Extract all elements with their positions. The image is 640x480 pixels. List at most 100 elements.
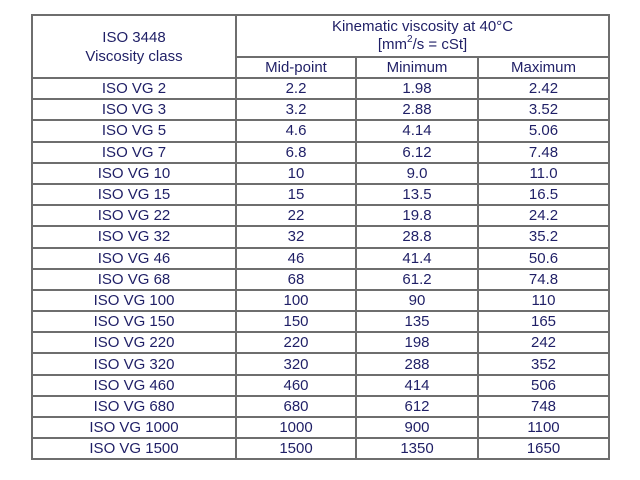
table-row: ISO VG 150 150 135 165	[31, 310, 611, 334]
table-row: ISO VG 15 15 13.5 16.5	[31, 182, 611, 207]
grade-cell: ISO VG 32	[31, 225, 237, 249]
grade-cell: ISO VG 1500	[31, 437, 237, 461]
table-row: ISO VG 2 2.2 1.98 2.42	[31, 76, 611, 101]
grade-cell: ISO VG 22	[31, 204, 237, 228]
minimum-cell: 41.4	[355, 246, 479, 270]
maximum-cell: 35.2	[476, 225, 611, 249]
grade-cell: ISO VG 460	[31, 373, 237, 397]
header-row-sub: Mid-point Minimum Maximum	[32, 56, 611, 79]
table-row: ISO VG 220 220 198 242	[31, 331, 611, 355]
midpoint-cell: 15	[235, 182, 357, 207]
maximum-cell: 506	[476, 373, 611, 397]
table-row: ISO VG 32 32 28.8 35.2	[31, 225, 611, 249]
minimum-cell: 198	[355, 331, 479, 355]
minimum-cell: 4.14	[355, 119, 479, 143]
maximum-cell: 7.48	[476, 140, 611, 164]
maximum-cell: 110	[476, 288, 611, 313]
grade-cell: ISO VG 46	[31, 246, 237, 270]
maximum-cell: 242	[476, 331, 611, 355]
midpoint-cell: 22	[235, 204, 357, 228]
maximum-cell: 11.0	[476, 161, 611, 185]
maximum-cell: 352	[476, 352, 611, 376]
maximum-cell: 74.8	[476, 267, 611, 291]
grade-cell: ISO VG 7	[31, 140, 237, 164]
midpoint-cell: 46	[235, 246, 357, 270]
minimum-cell: 288	[355, 352, 479, 376]
grade-cell: ISO VG 100	[31, 288, 237, 313]
kinematic-viscosity-header: Kinematic viscosity at 40°C [mm2/s = cSt…	[234, 14, 611, 58]
minimum-cell: 61.2	[355, 267, 479, 291]
table-row: ISO VG 100 100 90 110	[31, 288, 611, 313]
grade-cell: ISO VG 5	[31, 119, 237, 143]
unit-prefix: [mm	[377, 36, 407, 53]
maximum-cell: 1100	[476, 415, 611, 440]
grade-cell: ISO VG 15	[31, 182, 237, 207]
table-row: ISO VG 10 10 9.0 11.0	[31, 161, 611, 185]
midpoint-cell: 100	[235, 288, 357, 313]
midpoint-cell: 10	[235, 161, 357, 185]
table-row: ISO VG 5 4.6 4.14 5.06	[31, 119, 611, 143]
minimum-header: Minimum	[355, 56, 479, 79]
table-row: ISO VG 320 320 288 352	[31, 352, 611, 376]
midpoint-cell: 150	[235, 310, 357, 334]
iso-viscosity-table: ISO 3448 Viscosity class Kinematic visco…	[31, 14, 611, 461]
maximum-cell: 50.6	[476, 246, 611, 270]
unit-suffix: /s = cSt]	[412, 36, 468, 53]
table-row: ISO VG 1000 1000 900 1100	[31, 415, 611, 440]
grade-cell: ISO VG 2	[31, 76, 237, 101]
midpoint-cell: 3.2	[235, 98, 357, 122]
table-row: ISO VG 3 3.2 2.88 3.52	[31, 98, 611, 122]
minimum-cell: 28.8	[355, 225, 479, 249]
grade-cell: ISO VG 3	[31, 98, 237, 122]
table-row: ISO VG 46 46 41.4 50.6	[31, 246, 611, 270]
table-body: ISO VG 2 2.2 1.98 2.42 ISO VG 3 3.2 2.88 3.52 IS…	[31, 76, 611, 461]
minimum-cell: 2.88	[355, 98, 479, 122]
midpoint-cell: 4.6	[235, 119, 357, 143]
maximum-cell: 24.2	[476, 204, 611, 228]
kinematic-viscosity-unit: [mm2/s = cSt]	[238, 34, 607, 54]
table-row: ISO VG 22 22 19.8 24.2	[31, 204, 611, 228]
minimum-cell: 13.5	[355, 182, 479, 207]
header-row-top: ISO 3448 Viscosity class Kinematic visco…	[31, 14, 611, 79]
kinematic-viscosity-title: Kinematic viscosity at 40°C	[331, 18, 514, 35]
minimum-cell: 9.0	[355, 161, 479, 185]
minimum-cell: 612	[355, 394, 479, 419]
maximum-cell: 165	[476, 310, 611, 334]
minimum-cell: 6.12	[355, 140, 479, 164]
grade-cell: ISO VG 680	[31, 394, 237, 419]
table-row: ISO VG 68 68 61.2 74.8	[31, 267, 611, 291]
maximum-cell: 3.52	[476, 98, 611, 122]
maximum-cell: 1650	[476, 437, 611, 461]
minimum-cell: 135	[355, 310, 479, 334]
midpoint-cell: 68	[235, 267, 357, 291]
unit-superscript: 2	[407, 34, 413, 45]
minimum-cell: 90	[355, 288, 479, 313]
midpoint-cell: 220	[235, 331, 357, 355]
grade-cell: ISO VG 220	[31, 331, 237, 355]
maximum-cell: 2.42	[476, 76, 611, 101]
midpoint-cell: 1000	[235, 415, 357, 440]
maximum-cell: 5.06	[476, 119, 611, 143]
midpoint-cell: 1500	[235, 437, 357, 461]
grade-cell: ISO VG 150	[31, 310, 237, 334]
maximum-header: Maximum	[476, 56, 611, 79]
midpoint-cell: 680	[235, 394, 357, 419]
minimum-cell: 19.8	[355, 204, 479, 228]
maximum-cell: 748	[476, 394, 611, 419]
viscosity-class-header-line2: Viscosity class	[85, 47, 183, 65]
midpoint-cell: 6.8	[235, 140, 357, 164]
maximum-cell: 16.5	[476, 182, 611, 207]
viscosity-class-header-line1: ISO 3448	[102, 28, 166, 46]
midpoint-cell: 460	[235, 373, 357, 397]
midpoint-cell: 320	[235, 352, 357, 376]
midpoint-cell: 2.2	[235, 76, 357, 101]
minimum-cell: 1350	[355, 437, 479, 461]
midpoint-header: Mid-point	[235, 56, 357, 79]
grade-cell: ISO VG 68	[31, 267, 237, 291]
grade-cell: ISO VG 320	[31, 352, 237, 376]
table-row: ISO VG 680 680 612 748	[31, 394, 611, 419]
table-row: ISO VG 7 6.8 6.12 7.48	[31, 140, 611, 164]
midpoint-cell: 32	[235, 225, 357, 249]
minimum-cell: 414	[355, 373, 479, 397]
